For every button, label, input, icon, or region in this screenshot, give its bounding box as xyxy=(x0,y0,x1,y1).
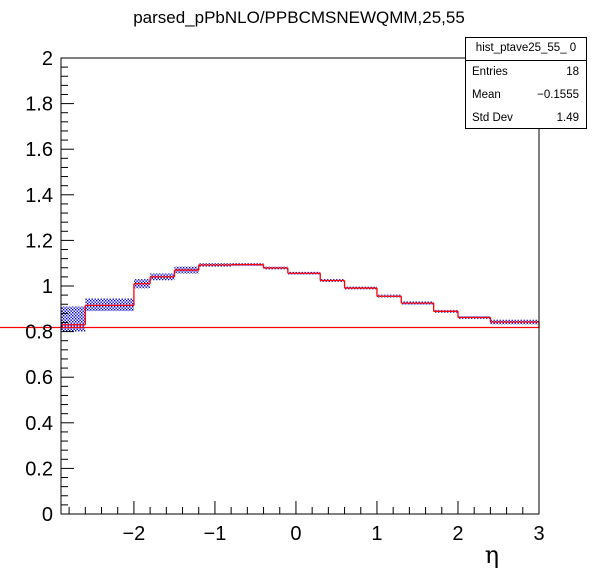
y-tick-label: 0.8 xyxy=(25,322,53,344)
stats-value: 1.49 xyxy=(556,112,579,124)
stats-key: Entries xyxy=(472,66,508,78)
y-tick-label: 0 xyxy=(42,504,53,526)
chart-title: parsed_pPbNLO/PPBCMSNEWQMM,25,55 xyxy=(133,8,465,27)
x-tick-label: 0 xyxy=(290,523,301,545)
y-tick-label: 1 xyxy=(42,276,53,298)
y-tick-label: 1.6 xyxy=(25,139,53,161)
stats-row-std-dev: Std Dev 1.49 xyxy=(466,107,586,130)
stats-value: 18 xyxy=(566,66,579,78)
y-tick-label: 2 xyxy=(42,48,53,70)
y-tick-label: 0.4 xyxy=(25,413,53,435)
y-tick-label: 0.2 xyxy=(25,458,53,480)
x-tick-label: −1 xyxy=(204,523,227,545)
stats-key: Mean xyxy=(472,89,501,101)
x-tick-label: 1 xyxy=(371,523,382,545)
x-tick-label: 3 xyxy=(533,523,544,545)
stats-box-title: hist_ptave25_55_ 0 xyxy=(466,38,586,61)
y-tick-label: 1.8 xyxy=(25,94,53,116)
x-axis-label: η xyxy=(485,541,499,569)
x-tick-label: 2 xyxy=(452,523,463,545)
y-tick-label: 1.4 xyxy=(25,185,53,207)
stats-row-mean: Mean −0.1555 xyxy=(466,84,586,107)
y-tick-label: 1.2 xyxy=(25,230,53,252)
x-tick-label: −2 xyxy=(123,523,146,545)
stats-box: hist_ptave25_55_ 0 Entries 18 Mean −0.15… xyxy=(465,37,587,129)
stats-value: −0.1555 xyxy=(537,89,579,101)
y-tick-label: 0.6 xyxy=(25,367,53,389)
stats-row-entries: Entries 18 xyxy=(466,61,586,84)
stats-key: Std Dev xyxy=(472,112,513,124)
